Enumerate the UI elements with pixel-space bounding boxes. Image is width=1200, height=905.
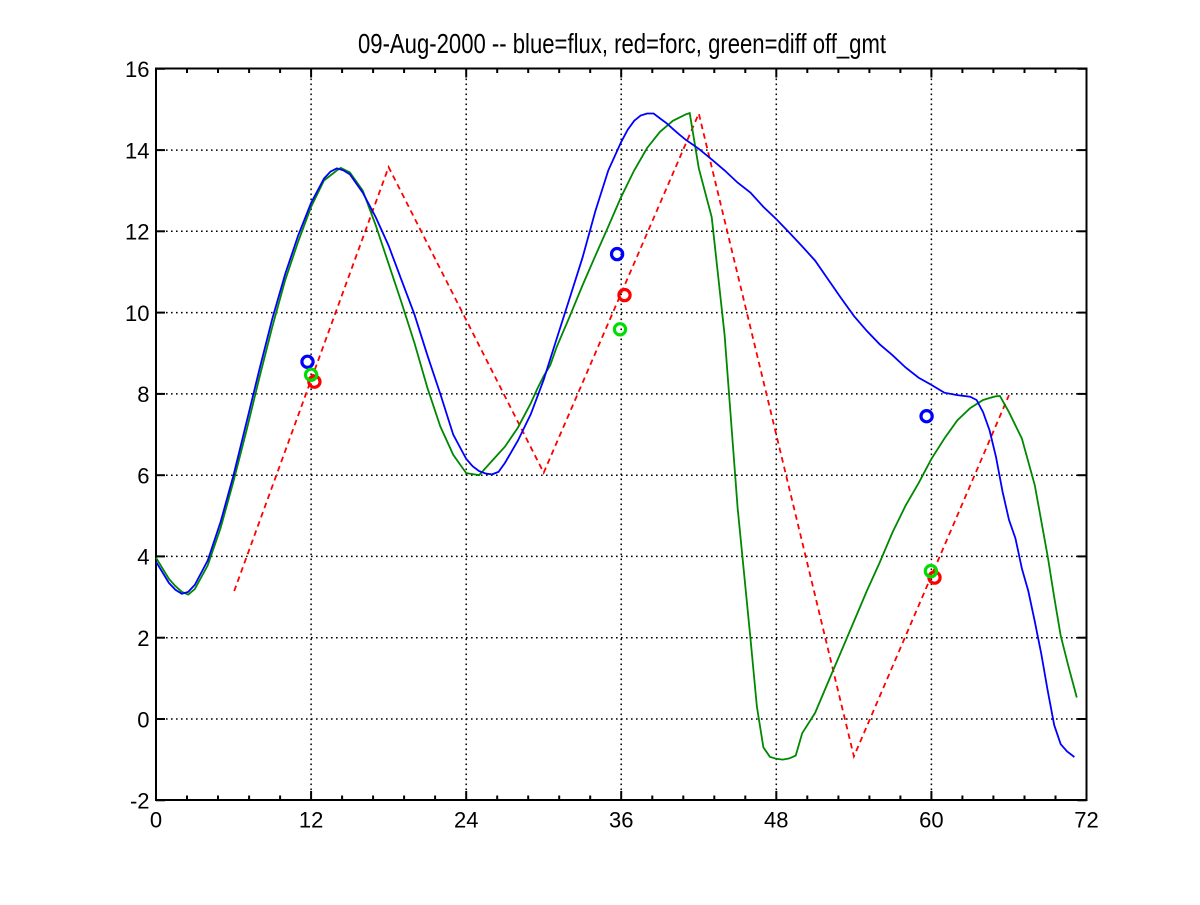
- svg-text:6: 6: [137, 464, 149, 489]
- svg-text:0: 0: [150, 808, 162, 833]
- svg-text:09-Aug-2000 -- blue=flux, red=: 09-Aug-2000 -- blue=flux, red=forc, gree…: [358, 28, 886, 59]
- svg-text:-2: -2: [130, 789, 150, 814]
- svg-text:60: 60: [919, 808, 943, 833]
- svg-text:36: 36: [609, 808, 633, 833]
- svg-text:14: 14: [125, 138, 149, 163]
- svg-text:4: 4: [137, 545, 149, 570]
- svg-text:48: 48: [764, 808, 788, 833]
- svg-text:8: 8: [137, 382, 149, 407]
- svg-text:12: 12: [299, 808, 323, 833]
- svg-text:0: 0: [137, 707, 149, 732]
- svg-text:12: 12: [125, 220, 149, 245]
- svg-text:16: 16: [125, 57, 149, 82]
- svg-text:2: 2: [137, 626, 149, 651]
- svg-text:72: 72: [1074, 808, 1098, 833]
- svg-text:10: 10: [125, 301, 149, 326]
- svg-text:24: 24: [454, 808, 478, 833]
